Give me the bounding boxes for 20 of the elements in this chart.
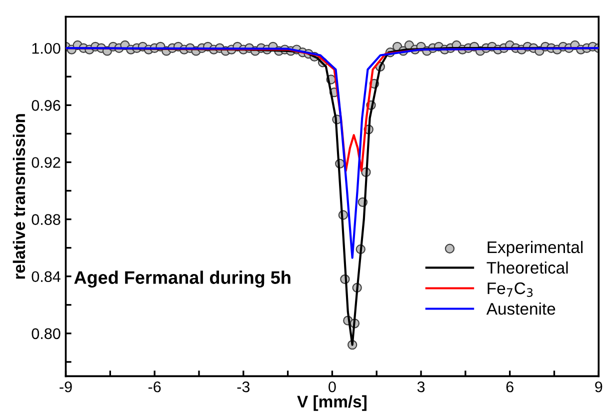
x-tick-label: 0: [328, 381, 336, 392]
y-tick-label: 0.80: [32, 328, 60, 340]
legend-label: Austenite: [486, 302, 556, 315]
x-axis-title: V [mm/s]: [297, 395, 366, 411]
x-tick-label: -6: [148, 381, 161, 392]
x-tick-label: -9: [60, 381, 72, 392]
legend-label: Experimental: [488, 240, 583, 256]
annotation: Aged Fermanal during 5h: [74, 270, 290, 288]
x-tick-label: 3: [417, 381, 425, 392]
y-tick-label: 0.92: [32, 157, 60, 168]
y-tick-label: 1.00: [32, 42, 60, 54]
y-axis-title: relative transmission: [12, 114, 26, 279]
x-tick-label: 9: [595, 381, 602, 392]
y-tick-label: 0.88: [32, 214, 60, 225]
y-tick-label: 0.96: [32, 100, 60, 111]
y-tick-label: 0.84: [32, 271, 60, 282]
x-tick-label: -3: [237, 381, 250, 392]
legend-label: Fe$_{7}$C$_{3}$: [488, 282, 533, 297]
x-tick-label: 6: [506, 381, 514, 392]
legend-label: Theoretical: [486, 261, 568, 274]
